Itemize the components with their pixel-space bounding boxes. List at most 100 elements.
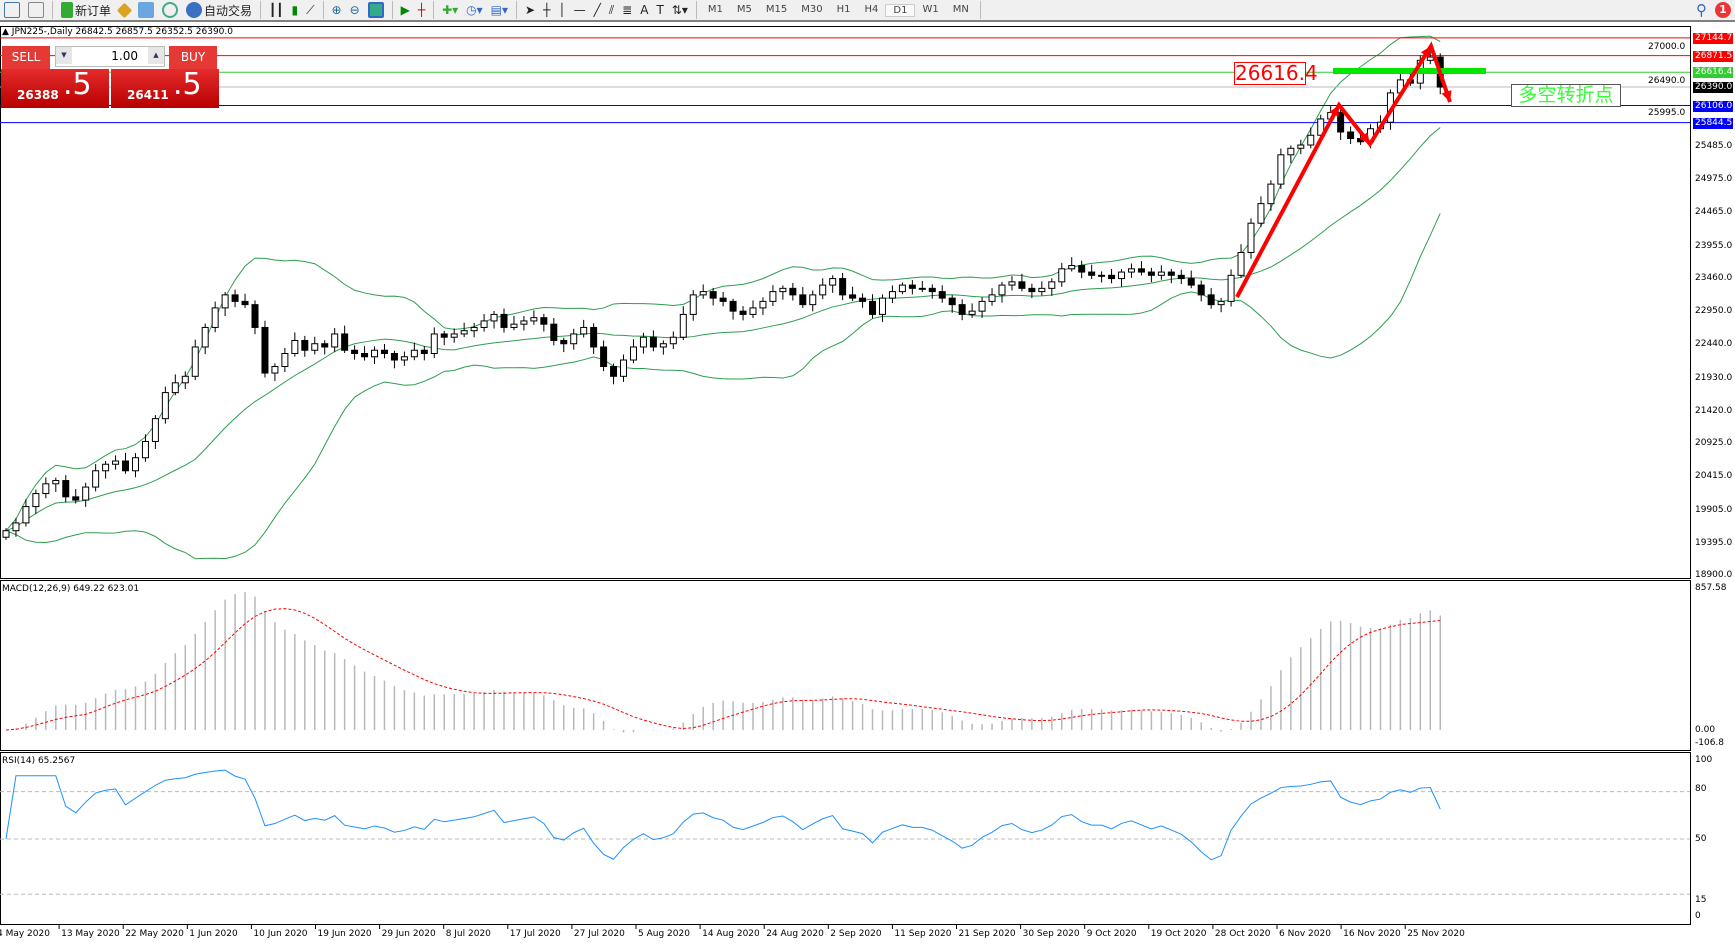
candle (131, 457, 139, 472)
candle (878, 297, 886, 315)
price-annotation-label[interactable]: 26616.4 (1234, 61, 1318, 85)
turning-point-text-label[interactable]: 多空转折点 (1511, 84, 1621, 107)
candle (380, 349, 388, 355)
candle (769, 291, 777, 302)
date-axis-label: 27 Jul 2020 (573, 929, 625, 939)
lot-increase-button[interactable]: ▲ (148, 47, 164, 64)
price-axis-label: 18900.0 (1695, 570, 1733, 580)
candle (709, 291, 717, 299)
trendline-button[interactable]: ╱ (593, 3, 601, 17)
lot-size-input[interactable]: 1.00 (55, 46, 165, 67)
candle (809, 294, 817, 306)
candle (1127, 268, 1135, 273)
macd-signal-line (5, 608, 1441, 731)
notifications-button[interactable]: 1 (1711, 0, 1735, 20)
sell-price[interactable]: 26388.5 (1, 67, 109, 108)
candle (490, 313, 498, 322)
candle (82, 486, 90, 501)
cursor-button[interactable]: ➤ (525, 3, 536, 17)
crosshair-button[interactable]: ┼ (543, 3, 551, 17)
indicators-button[interactable]: ✚▾ (442, 3, 459, 17)
timeframe-mn[interactable]: MN (952, 3, 969, 15)
timeframe-h1[interactable]: H1 (836, 3, 851, 15)
candle (122, 460, 130, 472)
text-label-button[interactable]: T (656, 3, 664, 17)
candle (351, 349, 359, 355)
chart-shift-button[interactable]: ┼ (417, 3, 426, 17)
candle (580, 326, 588, 335)
arrows-button[interactable]: ⇅▾ (671, 3, 688, 17)
price-axis-label: 21420.0 (1695, 405, 1733, 416)
timeframe-d1[interactable]: D1 (885, 3, 916, 17)
date-axis-label: 13 May 2020 (61, 929, 120, 939)
new-order-button[interactable]: 新订单 (57, 0, 115, 20)
timeframe-m1[interactable]: M1 (707, 3, 723, 15)
line-chart-button[interactable]: ⟋ (306, 2, 315, 17)
price-axis-label: 20415.0 (1695, 471, 1733, 482)
candle (958, 304, 966, 315)
timeframe-h4[interactable]: H4 (864, 3, 879, 15)
candle (22, 506, 30, 524)
horizontal-line-button[interactable]: — (573, 3, 586, 17)
price-axis-label: 22950.0 (1695, 306, 1733, 317)
signals-button[interactable] (158, 0, 182, 20)
candle (430, 333, 438, 355)
timeframe-m15[interactable]: M15 (765, 3, 788, 15)
menu-icon[interactable] (0, 0, 24, 20)
candle (759, 300, 767, 309)
sell-button[interactable]: SELL (2, 46, 50, 70)
macd-axis-label: 857.58 (1695, 583, 1727, 593)
candle (301, 339, 309, 351)
vertical-line-button[interactable]: │ (558, 3, 566, 17)
candle (2, 530, 10, 538)
macd-axis-label: 0.00 (1695, 725, 1716, 735)
buy-price[interactable]: 26411.5 (111, 67, 219, 108)
candle (390, 353, 398, 361)
date-axis-label: 1 Jun 2020 (189, 929, 238, 939)
bar-chart-button[interactable]: ┃┃ (269, 3, 284, 17)
autoscroll-button[interactable]: ▶ (400, 3, 410, 17)
auto-trading-button[interactable]: 自动交易 (182, 0, 256, 20)
candle (1028, 287, 1036, 293)
timeframe-bar: M1 M5 M15 M30 H1 H4 D1 W1 MN (701, 3, 976, 17)
candle (739, 310, 747, 315)
candle (281, 353, 289, 368)
tile-windows-button[interactable] (364, 0, 388, 20)
zoom-out-button[interactable]: ⊖ (349, 3, 360, 17)
buy-button[interactable]: BUY (169, 46, 217, 70)
price-axis-label: 25995.0 (1648, 107, 1686, 118)
candle (211, 307, 219, 328)
fibonacci-button[interactable]: ≣ (622, 3, 633, 17)
price-axis-label: 27000.0 (1648, 42, 1686, 53)
search-icon[interactable]: ⚲ (1696, 1, 1707, 19)
timeframe-m5[interactable]: M5 (736, 3, 752, 15)
candle (859, 297, 867, 302)
date-axis-label: 5 Aug 2020 (638, 929, 690, 939)
new-order-icon (61, 2, 73, 18)
periods-button[interactable]: ◷▾ (466, 3, 483, 17)
date-axis-label: 2 Sep 2020 (830, 929, 882, 939)
timeframe-w1[interactable]: W1 (922, 3, 939, 15)
text-button[interactable]: A (640, 3, 649, 17)
equidistant-channel-button[interactable]: ⫽ (608, 2, 615, 17)
arrow-head-icon (1441, 90, 1452, 102)
metaeditor-button[interactable] (115, 0, 134, 20)
zoom-print-icon[interactable] (24, 0, 48, 20)
candle (988, 294, 996, 302)
templates-button[interactable]: ▤▾ (490, 3, 509, 17)
candle (231, 294, 239, 302)
date-axis-label: 28 Oct 2020 (1214, 929, 1271, 939)
market-watch-button[interactable] (134, 0, 158, 20)
candle (32, 493, 40, 508)
rsi-axis-label: 80 (1695, 784, 1707, 794)
candlestick-button[interactable]: ▮ (291, 3, 299, 17)
chart-canvas[interactable] (0, 24, 1735, 946)
candle (1157, 271, 1165, 276)
candle (1078, 265, 1086, 273)
candle (649, 336, 657, 348)
timeframe-m30[interactable]: M30 (801, 3, 823, 15)
date-axis-label: 22 May 2020 (125, 929, 184, 939)
candle (869, 300, 877, 315)
lot-decrease-button[interactable]: ▼ (56, 47, 72, 64)
zoom-in-button[interactable]: ⊕ (331, 3, 342, 17)
